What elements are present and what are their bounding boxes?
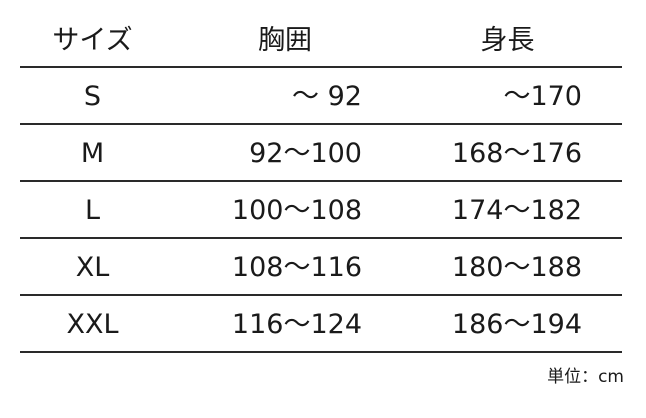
chest-cell: ～ 92 [292,81,362,112]
chest-cell: 108～116 [231,252,362,283]
table-row: XL 108～116 180～188 [20,239,622,296]
header-chest: 胸囲 [258,25,312,56]
unit-note: 単位：cm [547,367,624,387]
size-cell: XXL [66,309,119,340]
chest-cell: 116～124 [231,309,362,340]
height-cell: 186～194 [451,309,582,340]
header-height: 身長 [480,25,535,56]
table-row: M 92～100 168～176 [20,125,622,182]
chest-cell: 100～108 [231,195,362,226]
height-cell: 168～176 [451,138,582,169]
table-row: XXL 116～124 186～194 [20,296,622,353]
size-cell: M [80,138,105,169]
table-row: L 100～108 174～182 [20,182,622,239]
height-cell: 180～188 [451,252,582,283]
size-cell: L [84,195,101,226]
divider [20,237,622,239]
height-cell: ～170 [503,81,582,112]
height-cell: 174～182 [451,195,582,226]
divider [20,66,622,68]
chest-cell: 92～100 [249,138,362,169]
header-row: サイズ 胸囲 身長 [20,12,622,69]
size-cell: XL [75,252,110,283]
divider [20,351,622,353]
divider [20,123,622,125]
header-size: サイズ [52,25,133,56]
table-row: S ～ 92 ～170 [20,68,622,125]
size-cell: S [83,81,102,112]
divider [20,294,622,296]
divider [20,180,622,182]
